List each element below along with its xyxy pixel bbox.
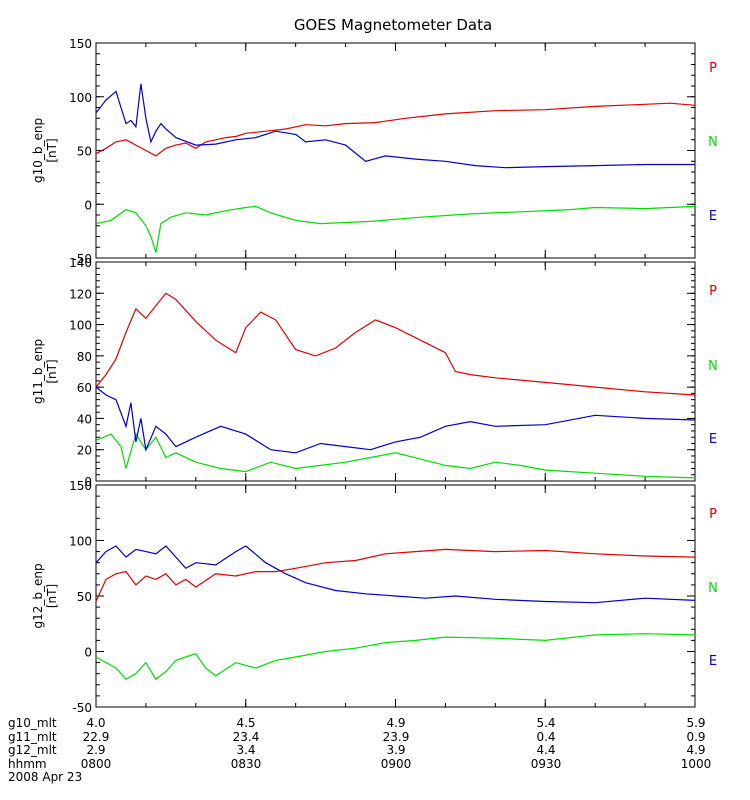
y-tick-label: 100 (69, 319, 92, 333)
series-line-n (95, 205, 696, 253)
legend-e: E (709, 654, 717, 669)
footer-date: 2008 Apr 23 (8, 770, 82, 784)
y-axis-unit: [nT] (45, 584, 59, 608)
time-axis-footer: g10_mlt 4.0 4.5 4.9 5.4 5.9 g11_mlt 22.9 23.4 23.… (8, 716, 711, 784)
footer-tick-value: 3.4 (236, 743, 255, 757)
legend-p: P (709, 61, 717, 76)
series-line-p (95, 292, 696, 396)
panel-1: -50 0 50 100 150 g10_b_enp [nT] P N E (31, 37, 718, 266)
legend-e: E (709, 432, 717, 447)
panel-frame (95, 42, 696, 259)
series-line-n (95, 432, 696, 479)
footer-row-label: hhmm (8, 757, 47, 771)
y-tick-label: -50 (72, 701, 92, 715)
panel-2: 0 20 40 60 80 100 120 140 g11_b_enp [nT] P N E (31, 256, 718, 489)
y-axis-unit: [nT] (45, 359, 59, 383)
footer-tick-value: 4.5 (236, 716, 255, 730)
y-tick-label: 0 (84, 646, 92, 660)
y-tick-label: -50 (72, 252, 92, 266)
y-tick-label: 150 (69, 37, 92, 51)
legend-e: E (709, 209, 717, 224)
footer-tick-value: 1000 (681, 757, 712, 771)
footer-tick-value: 23.4 (233, 730, 260, 744)
y-axis-label: g12_b_enp (31, 563, 45, 628)
footer-tick-value: 0.4 (536, 730, 555, 744)
footer-tick-value: 5.4 (536, 716, 555, 730)
y-tick-label: 0 (84, 475, 92, 489)
series-line-p (95, 102, 696, 157)
footer-tick-value: 22.9 (83, 730, 110, 744)
footer-tick-value: 3.9 (386, 743, 405, 757)
y-tick-label: 120 (69, 287, 92, 301)
footer-tick-value: 0930 (531, 757, 562, 771)
y-tick-label: 40 (77, 412, 92, 426)
footer-tick-value: 23.9 (383, 730, 410, 744)
legend-p: P (709, 507, 717, 522)
legend-p: P (709, 284, 717, 299)
footer-row-label: g12_mlt (8, 743, 57, 757)
series-line-p (95, 548, 696, 602)
y-tick-label: 80 (77, 350, 92, 364)
footer-tick-value: 0900 (381, 757, 412, 771)
panel-frame (95, 261, 696, 482)
series-line-e (95, 83, 695, 169)
y-tick-label: 150 (69, 479, 92, 493)
series-line-e (95, 545, 696, 604)
y-axis-unit: [nT] (45, 138, 59, 162)
chart-title: GOES Magnetometer Data (294, 16, 492, 34)
footer-tick-value: 0800 (81, 757, 112, 771)
y-axis-label: g10_b_enp (31, 118, 45, 183)
footer-tick-value: 0830 (231, 757, 262, 771)
legend-n: N (708, 581, 718, 596)
legend-n: N (708, 359, 718, 374)
y-tick-label: 100 (69, 535, 92, 549)
legend-n: N (708, 135, 718, 150)
panel-3: -50 0 50 100 150 g12_b_enp [nT] P N E (31, 479, 718, 715)
footer-tick-value: 4.0 (86, 716, 105, 730)
y-tick-label: 50 (77, 590, 92, 604)
footer-row-label: g11_mlt (8, 730, 57, 744)
series-line-e (95, 386, 696, 454)
footer-tick-value: 2.9 (86, 743, 105, 757)
y-tick-label: 50 (77, 145, 92, 159)
series-line-n (95, 633, 696, 681)
y-tick-label: 0 (84, 198, 92, 212)
y-axis-label: g11_b_enp (31, 339, 45, 404)
footer-tick-value: 4.4 (536, 743, 555, 757)
footer-tick-value: 0.9 (686, 730, 705, 744)
y-tick-label: 140 (69, 256, 92, 270)
footer-tick-value: 4.9 (386, 716, 405, 730)
y-tick-label: 60 (77, 381, 92, 395)
footer-tick-value: 4.9 (686, 743, 705, 757)
y-tick-label: 100 (69, 91, 92, 105)
y-tick-label: 20 (77, 444, 92, 458)
footer-row-label: g10_mlt (8, 716, 57, 730)
footer-tick-value: 5.9 (686, 716, 705, 730)
